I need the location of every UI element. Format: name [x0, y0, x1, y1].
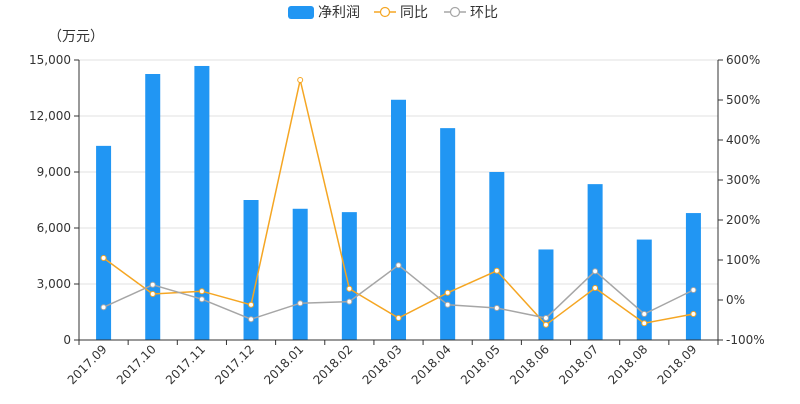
x-tick-label: 2018.06	[507, 342, 552, 387]
line-point	[493, 267, 500, 274]
legend-swatch-bar	[288, 6, 314, 19]
y-left-tick-label: 12,000	[29, 109, 71, 123]
bar	[440, 128, 456, 340]
x-tick-label: 2018.05	[458, 342, 503, 387]
line-series	[100, 77, 697, 328]
x-tick-label: 2018.04	[409, 342, 454, 387]
bar	[391, 99, 406, 340]
line-point	[149, 291, 156, 297]
line-point	[248, 316, 255, 323]
y-right-tick-label: 100%	[726, 253, 760, 267]
line-point	[444, 289, 451, 296]
line-point	[100, 304, 107, 311]
x-tick-label: 2018.02	[310, 342, 355, 387]
y-left-tick-label: 0	[63, 333, 71, 347]
line-point	[346, 285, 353, 292]
x-tick-label: 2018.08	[605, 342, 650, 387]
line-point	[641, 320, 648, 327]
y-left-tick-label: 9,000	[37, 165, 71, 179]
y-right-tick-label: 0%	[726, 293, 745, 307]
y-right-tick-label: 300%	[726, 173, 760, 187]
y-right-tick-label: 400%	[726, 133, 760, 147]
line-point	[149, 281, 156, 288]
x-tick-label: 2018.03	[360, 342, 405, 387]
legend-label: 环比	[470, 5, 498, 21]
x-tick-label: 2018.01	[261, 342, 306, 387]
line-point	[395, 262, 402, 269]
y-right-tick-label: 200%	[726, 213, 760, 227]
line-point	[592, 268, 599, 275]
y-right-tick-label: 600%	[726, 53, 760, 67]
legend: 净利润 同比 环比	[288, 5, 498, 21]
bar	[96, 145, 112, 340]
y-left-tick-label: 3,000	[37, 277, 71, 291]
line-point	[297, 300, 304, 307]
line-point	[542, 321, 549, 328]
line-point	[690, 287, 697, 293]
bar	[341, 212, 357, 340]
line-point	[297, 77, 304, 83]
line-point	[641, 311, 648, 317]
line-point	[690, 311, 697, 317]
legend-swatch-marker	[379, 6, 391, 18]
bar	[194, 65, 210, 341]
y-right-tick-label: 500%	[726, 93, 760, 107]
x-tick-label: 2017.10	[114, 342, 159, 387]
line-point	[395, 315, 402, 321]
line-point	[100, 255, 107, 261]
bar	[292, 208, 308, 340]
line-point	[444, 301, 451, 308]
bar	[243, 200, 259, 340]
legend-swatch-marker	[449, 6, 461, 18]
y-left-tick-label: 6,000	[37, 221, 71, 235]
bar	[685, 213, 701, 340]
x-tick-label: 2017.09	[65, 342, 110, 387]
y-axis-unit-label: （万元）	[48, 29, 104, 45]
bar	[489, 172, 505, 340]
bar	[636, 239, 652, 340]
line-point	[346, 298, 353, 305]
line-point	[493, 305, 500, 311]
bar	[587, 184, 603, 340]
x-tick-label: 2018.09	[655, 342, 700, 387]
x-tick-label: 2018.07	[556, 342, 601, 387]
bar	[145, 74, 161, 340]
line-point	[248, 301, 255, 308]
line-point	[198, 296, 205, 303]
line-point	[198, 288, 205, 295]
x-tick-label: 2017.11	[163, 342, 208, 387]
x-tick-label: 2017.12	[212, 342, 257, 387]
line-point	[592, 285, 599, 291]
y-left-tick-label: 15,000	[29, 53, 71, 67]
bar-series	[96, 65, 701, 341]
legend-label: 同比	[400, 5, 428, 21]
y-right-tick-label: -100%	[726, 333, 765, 347]
line-point	[542, 315, 549, 321]
legend-label: 净利润	[318, 5, 360, 21]
